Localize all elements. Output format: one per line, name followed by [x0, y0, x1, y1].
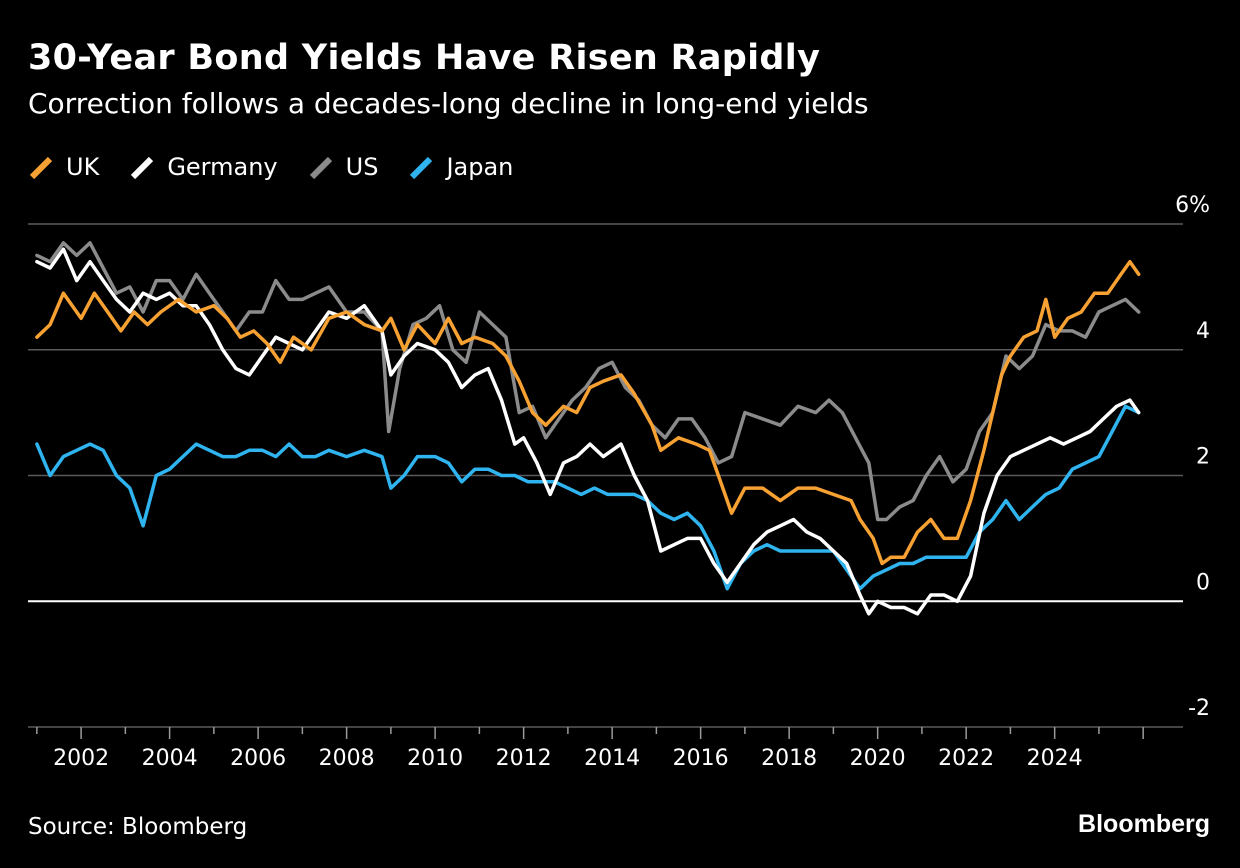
x-tick-label: 2010: [407, 746, 463, 771]
y-tick-label: 2: [1196, 445, 1210, 470]
x-tick-label: 2002: [53, 746, 109, 771]
x-tick-label: 2020: [850, 746, 906, 771]
legend-item-us: US: [308, 153, 379, 181]
y-tick-label: 0: [1196, 570, 1210, 595]
chart-title: 30-Year Bond Yields Have Risen Rapidly: [28, 38, 821, 78]
x-tick-label: 2024: [1027, 746, 1083, 771]
source-note: Source: Bloomberg: [28, 814, 248, 840]
x-tick-label: 2014: [584, 746, 640, 771]
y-tick-label: -2: [1188, 696, 1210, 721]
legend-item-germany: Germany: [129, 153, 278, 181]
x-tick-label: 2018: [761, 746, 817, 771]
x-tick-label: 2022: [938, 746, 994, 771]
legend-label-uk: UK: [66, 153, 100, 181]
legend-swatch-japan: [410, 156, 433, 180]
series-line-us: [35, 241, 1141, 522]
bloomberg-logo: Bloomberg: [1078, 810, 1210, 838]
y-tick-label: 4: [1196, 319, 1210, 344]
legend: UK Germany US Japan: [28, 150, 543, 184]
series-line-japan: [35, 404, 1141, 591]
x-tick-label: 2006: [230, 746, 286, 771]
y-tick-label: 6%: [1175, 193, 1210, 218]
series-line-uk: [35, 259, 1141, 566]
legend-label-japan: Japan: [446, 153, 514, 181]
legend-swatch-germany: [131, 156, 154, 180]
legend-swatch-us-line: [309, 156, 332, 180]
x-tick-label: 2008: [319, 746, 375, 771]
legend-item-uk: UK: [28, 153, 99, 181]
legend-label-us: US: [345, 153, 379, 181]
chart-subtitle: Correction follows a decades-long declin…: [28, 87, 869, 120]
legend-swatch-germany-line: [131, 156, 154, 180]
x-tick-label: 2004: [142, 746, 198, 771]
x-tick-label: 2016: [673, 746, 729, 771]
legend-item-japan: Japan: [408, 153, 513, 181]
legend-swatch-us: [309, 156, 332, 180]
legend-swatch-uk: [29, 156, 53, 180]
x-tick-label: 2012: [496, 746, 552, 771]
legend-swatch-uk-line: [29, 156, 53, 180]
legend-label-germany: Germany: [167, 153, 278, 181]
series-line-germany: [35, 247, 1141, 616]
legend-swatch-japan-line: [410, 156, 433, 180]
